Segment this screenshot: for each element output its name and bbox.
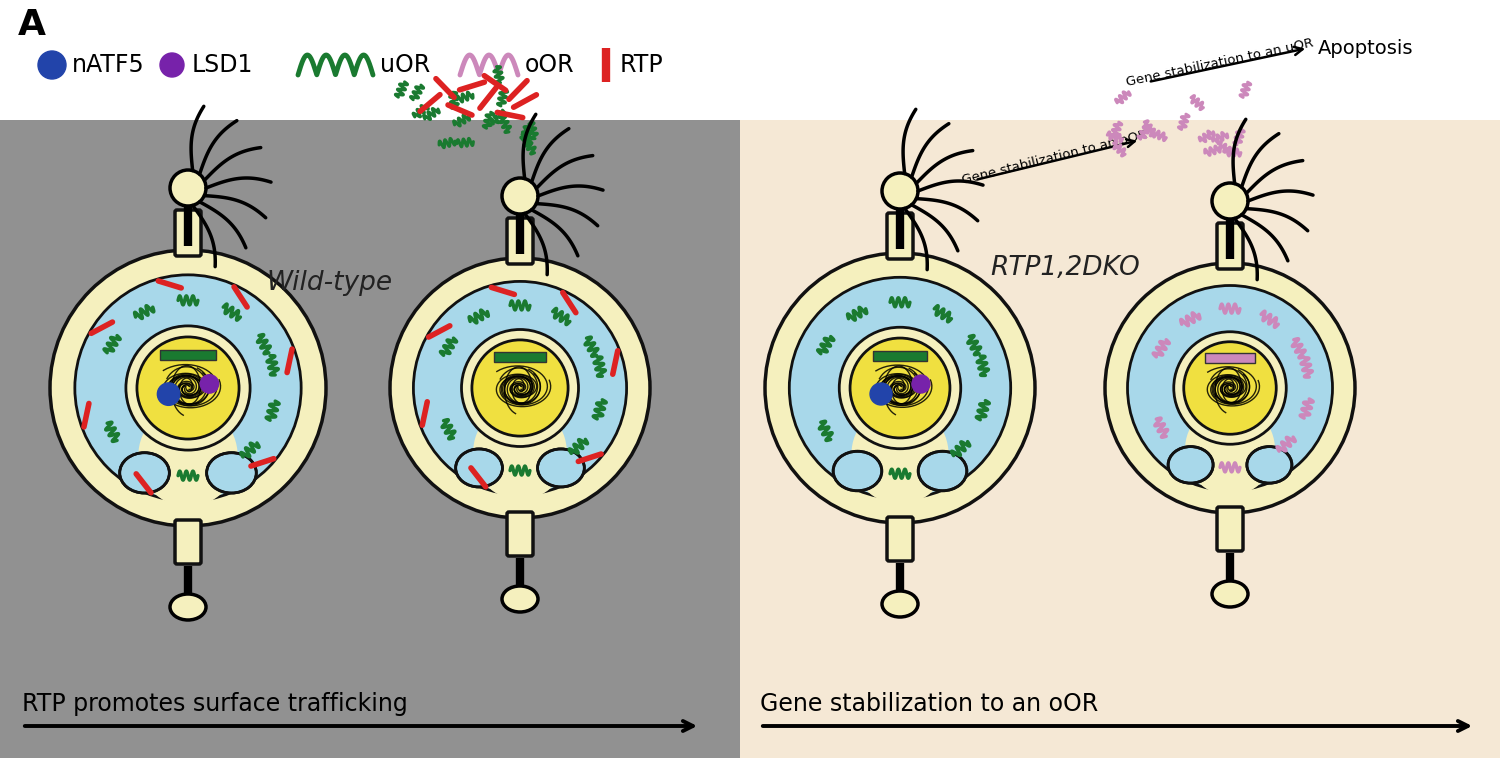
Bar (494, 352, 546, 362)
Circle shape (882, 173, 918, 209)
Circle shape (472, 340, 568, 436)
Bar (180, 522, 196, 540)
FancyBboxPatch shape (1216, 507, 1243, 551)
Circle shape (414, 281, 627, 495)
Ellipse shape (1246, 446, 1292, 483)
Bar (0, 0, 1500, 120)
Circle shape (765, 253, 1035, 523)
Text: Apoptosis: Apoptosis (1318, 39, 1413, 58)
Circle shape (1173, 332, 1286, 444)
Bar (1204, 353, 1255, 362)
Bar (494, 352, 546, 362)
Ellipse shape (472, 404, 567, 500)
Ellipse shape (456, 449, 503, 487)
Bar (873, 350, 927, 361)
Circle shape (850, 338, 950, 438)
Circle shape (50, 250, 326, 526)
Bar (1222, 250, 1238, 265)
Ellipse shape (882, 591, 918, 617)
Ellipse shape (207, 453, 256, 493)
Circle shape (201, 374, 219, 393)
Ellipse shape (537, 449, 585, 487)
Text: LSD1: LSD1 (192, 53, 254, 77)
Text: Wild-type: Wild-type (267, 270, 393, 296)
Circle shape (160, 53, 184, 77)
Circle shape (462, 330, 579, 446)
Ellipse shape (503, 586, 538, 612)
Bar (1204, 353, 1255, 362)
Circle shape (126, 326, 250, 450)
Circle shape (789, 277, 1011, 499)
Bar (892, 519, 908, 537)
Bar (160, 349, 216, 360)
Ellipse shape (833, 451, 882, 490)
Bar (180, 237, 196, 252)
FancyBboxPatch shape (507, 512, 532, 556)
Bar (1222, 509, 1238, 527)
Text: RTP promotes surface trafficking: RTP promotes surface trafficking (22, 692, 408, 716)
FancyBboxPatch shape (1216, 223, 1243, 269)
Ellipse shape (852, 405, 948, 504)
Text: uOR: uOR (380, 53, 430, 77)
Circle shape (38, 51, 66, 79)
FancyBboxPatch shape (176, 520, 201, 564)
Circle shape (1106, 263, 1354, 513)
Circle shape (390, 258, 650, 518)
Ellipse shape (1185, 403, 1275, 496)
Bar (512, 514, 528, 532)
Circle shape (1184, 342, 1276, 434)
Ellipse shape (120, 453, 170, 493)
Bar (0, 120, 740, 758)
Ellipse shape (138, 405, 237, 507)
Circle shape (1212, 183, 1248, 219)
Circle shape (158, 383, 180, 406)
Circle shape (1128, 286, 1332, 490)
Circle shape (136, 337, 238, 439)
Circle shape (75, 275, 302, 501)
FancyBboxPatch shape (886, 213, 914, 259)
Text: Gene stabilization to an uOR: Gene stabilization to an uOR (1125, 37, 1316, 89)
Text: Gene stabilization to an oOR: Gene stabilization to an oOR (760, 692, 1098, 716)
Ellipse shape (170, 594, 206, 620)
FancyBboxPatch shape (886, 517, 914, 561)
Circle shape (870, 383, 892, 405)
Bar (873, 350, 927, 361)
FancyBboxPatch shape (176, 210, 201, 256)
Ellipse shape (1168, 446, 1214, 483)
Text: RTP: RTP (620, 53, 663, 77)
Bar (740, 120, 1500, 758)
Ellipse shape (918, 451, 968, 490)
FancyBboxPatch shape (507, 218, 532, 264)
Circle shape (912, 375, 930, 393)
Bar (512, 245, 528, 260)
Bar (892, 240, 908, 255)
Text: A: A (18, 8, 46, 42)
Circle shape (840, 327, 960, 449)
Text: RTP1,2DKO: RTP1,2DKO (990, 255, 1140, 281)
Text: nATF5: nATF5 (72, 53, 144, 77)
Bar (160, 349, 216, 360)
Text: Gene stabilization to an oOR: Gene stabilization to an oOR (962, 129, 1149, 187)
Text: oOR: oOR (525, 53, 574, 77)
Circle shape (170, 170, 206, 206)
Circle shape (503, 178, 538, 214)
Ellipse shape (1212, 581, 1248, 607)
